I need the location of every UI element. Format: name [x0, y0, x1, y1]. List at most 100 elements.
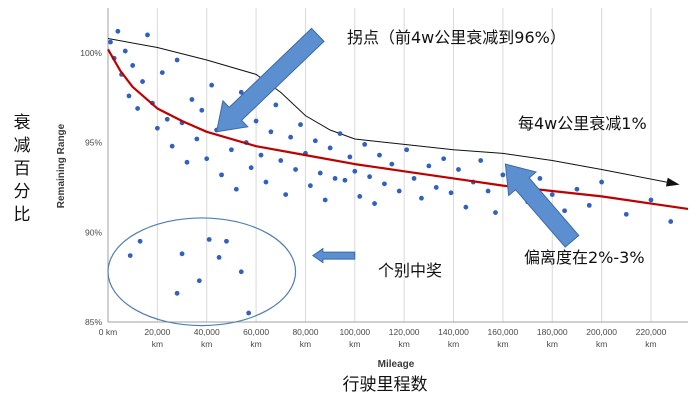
scatter-point [367, 174, 373, 180]
scatter-point [537, 176, 543, 181]
x-tick-label: 140,000 km [438, 327, 469, 349]
annotation-inflection: 拐点（前4w公里衰减到96%） [347, 28, 566, 47]
scatter-point [164, 116, 170, 122]
scatter-point [204, 156, 210, 162]
scatter-point [199, 107, 205, 113]
scatter-point [463, 204, 469, 210]
scatter-point [293, 167, 298, 172]
y-label-char: 分 [14, 182, 31, 202]
scatter-point [184, 159, 190, 165]
scatter-point [246, 310, 252, 316]
y-tick-label: 90% [85, 227, 102, 237]
scatter-point [433, 185, 439, 190]
scatter-point [253, 118, 259, 124]
x-label-chinese: 行驶里程数 [343, 375, 428, 395]
scatter-point [441, 156, 447, 162]
x-tick-label: 40,000 km [194, 327, 220, 349]
scatter-point [347, 154, 353, 160]
scatter-point [298, 122, 303, 128]
scatter-point [342, 177, 348, 183]
scatter-point [377, 152, 382, 158]
x-tick-label: 220,000 km [636, 327, 667, 349]
scatter-point [362, 141, 368, 147]
x-tick-label: 20,000 km [144, 327, 170, 349]
scatter-point [623, 211, 629, 217]
scatter-point [456, 167, 461, 172]
y-label-char: 百 [14, 159, 31, 179]
scatter-point [159, 70, 165, 75]
y-label-char: 比 [14, 205, 31, 225]
scatter-point [174, 57, 180, 63]
upper-envelope [107, 38, 680, 187]
scatter-point [122, 48, 128, 54]
scatter-point [174, 290, 180, 296]
scatter-point [485, 188, 491, 194]
x-tick-label: 100,000 km [339, 327, 370, 349]
scatter-point [126, 93, 132, 99]
envelope-line [107, 38, 676, 185]
scatter-point [268, 129, 274, 135]
scatter-point [169, 143, 175, 149]
deviation-arrow [504, 163, 580, 248]
y-label-char: 衰 [14, 113, 31, 133]
envelope-arrowhead [665, 177, 680, 187]
scatter-point [352, 168, 358, 174]
scatter-point [273, 102, 279, 108]
scatter-point [258, 152, 264, 158]
scatter-point [562, 208, 567, 214]
outliers-arrow [312, 247, 356, 264]
scatter-point [194, 136, 200, 142]
scatter-point [337, 131, 343, 137]
scatter-point [233, 186, 239, 192]
scatter-point [189, 97, 195, 102]
scatter-point [500, 172, 506, 178]
scatter-point [426, 163, 432, 169]
scatter-point [179, 251, 185, 257]
scatter-point [404, 147, 410, 153]
scatter-point [288, 134, 294, 140]
scatter-point [599, 179, 605, 185]
scatter-point [209, 82, 215, 88]
scatter-point [219, 172, 224, 178]
y-tick-label: 85% [85, 317, 102, 327]
scatter-point [317, 170, 323, 176]
y-axis-title: Remaining Range [56, 123, 67, 208]
outlier-ellipse [107, 217, 297, 327]
scatter-point [396, 188, 402, 194]
y-tick-label: 100% [80, 48, 102, 58]
x-tick-label: 180,000 km [537, 327, 568, 349]
x-tick-label: 200,000 km [586, 327, 617, 349]
scatter-point [108, 39, 113, 45]
x-axis-title: Mileage [378, 359, 415, 370]
annotation-overlays [107, 27, 580, 327]
y-label-char: 减 [14, 136, 31, 156]
scatter-point [411, 176, 417, 181]
scatter-point [648, 197, 654, 203]
x-tick-label: 0 km [99, 327, 117, 337]
scatter-point [372, 201, 377, 206]
scatter-point [145, 32, 150, 38]
scatter-point [307, 183, 313, 189]
scatter-point [140, 79, 145, 84]
scatter-point [137, 238, 143, 244]
y-tick-label: 95% [85, 138, 102, 148]
scatter-point [238, 89, 244, 95]
scatter-point [263, 179, 269, 185]
scatter-point [312, 138, 318, 144]
scatter-point [382, 181, 387, 187]
x-tick-label: 80,000 km [292, 327, 318, 349]
scatter-point [586, 202, 592, 208]
scatter-point [135, 106, 141, 111]
scatter-point [216, 255, 222, 260]
scatter-point [357, 194, 363, 199]
annotation-deviation: 偏离度在2%-3% [524, 248, 645, 267]
scatter-point [574, 186, 580, 192]
x-tick-label: 160,000 km [488, 327, 519, 349]
scatter-point [322, 197, 328, 203]
annotation-per-40k: 每4w公里衰减1% [518, 114, 647, 133]
x-tick-label: 60,000 km [243, 327, 269, 349]
scatter-point [248, 165, 254, 171]
scatter-point [206, 237, 212, 242]
